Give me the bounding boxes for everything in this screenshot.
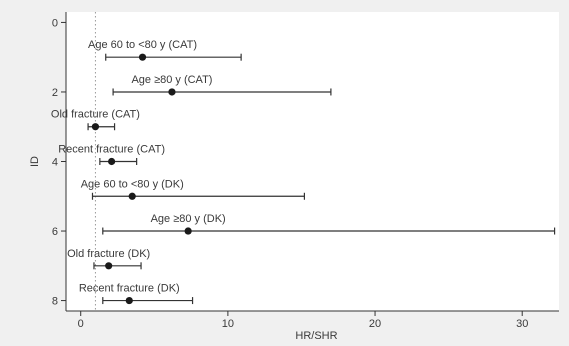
estimate-point xyxy=(91,123,100,131)
plot-area xyxy=(66,12,559,311)
x-axis-label: HR/SHR xyxy=(295,330,337,341)
estimate-row: Age 60 to <80 y (CAT) xyxy=(88,39,242,61)
point-label: Age 60 to <80 y (DK) xyxy=(81,178,184,190)
y-tick-label: 4 xyxy=(52,157,58,169)
estimate-row: Age ≥80 y (CAT) xyxy=(112,74,332,96)
estimate-point xyxy=(105,262,113,270)
estimate-row: Age 60 to <80 y (DK) xyxy=(81,178,306,200)
x-axis-ticks: 0 10 20 30 xyxy=(78,311,528,330)
y-axis-ticks: 0 2 4 6 8 xyxy=(52,17,66,308)
estimate-point xyxy=(108,157,116,166)
point-label: Old fracture (DK) xyxy=(67,248,150,260)
point-label: Age ≥80 y (CAT) xyxy=(131,74,212,86)
estimate-point xyxy=(168,88,176,96)
estimate-row: Old fracture (DK) xyxy=(67,248,150,270)
x-tick-label: 0 xyxy=(78,318,84,330)
x-tick-label: 10 xyxy=(222,318,234,330)
estimate-series: Age 60 to <80 y (CAT) Age ≥80 y (CAT) Old … xyxy=(51,39,556,305)
estimate-point xyxy=(125,296,133,305)
estimate-point xyxy=(184,227,192,235)
x-tick-label: 30 xyxy=(516,318,528,330)
point-label: Old fracture (CAT) xyxy=(51,109,140,121)
estimate-row: Old fracture (CAT) xyxy=(51,109,140,131)
y-tick-label: 0 xyxy=(52,17,58,29)
y-axis-label: ID xyxy=(29,156,41,167)
point-label: Recent fracture (DK) xyxy=(79,283,180,295)
estimate-row: Recent fracture (CAT) xyxy=(58,144,165,166)
y-tick-label: 2 xyxy=(52,87,58,99)
x-tick-label: 20 xyxy=(369,318,381,330)
y-tick-label: 8 xyxy=(52,296,58,308)
point-label: Age ≥80 y (DK) xyxy=(151,213,226,225)
point-label: Age 60 to <80 y (CAT) xyxy=(88,39,197,51)
point-label: Recent fracture (CAT) xyxy=(58,144,165,156)
estimate-row: Age ≥80 y (DK) xyxy=(102,213,556,235)
estimate-point xyxy=(138,53,147,61)
estimate-point xyxy=(128,192,136,200)
y-tick-label: 6 xyxy=(52,226,58,238)
estimate-row: Recent fracture (DK) xyxy=(79,283,194,305)
